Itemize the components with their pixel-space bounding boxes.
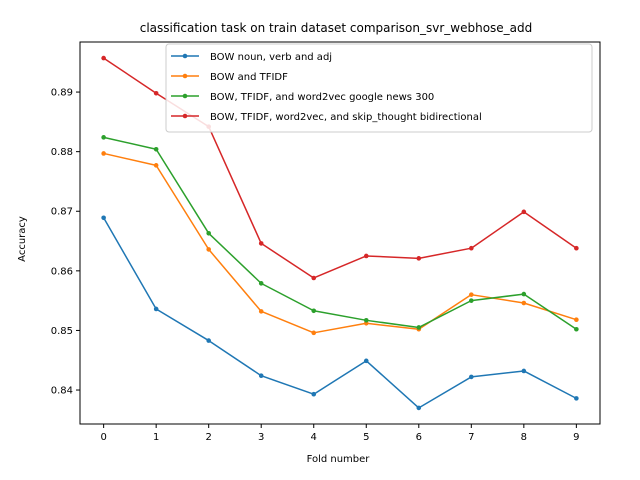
y-axis: 0.84 0.85 0.86 0.87 0.88 0.89 [51,88,80,397]
data-point [153,306,159,312]
data-point [416,405,422,411]
data-point [363,253,369,259]
x-tick-label: 4 [311,432,317,443]
data-point [153,163,159,168]
data-point [206,338,211,343]
data-point [101,151,106,156]
legend-item: BOW, TFIDF, word2vec, and skip_thought b… [171,112,482,123]
data-point [258,281,264,286]
data-point [574,326,579,332]
data-point [521,291,527,297]
y-axis-label: Accuracy [17,216,28,262]
legend-label: BOW and TFIDF [210,72,288,83]
x-tick-label: 0 [100,432,106,443]
plot-frame [79,41,601,425]
legend-label: BOW, TFIDF, and word2vec google news 300 [210,92,434,103]
data-point [101,215,106,221]
data-point [101,55,106,61]
legend-item: BOW and TFIDF [171,72,288,83]
x-tick-label: 6 [416,432,422,443]
series-layer [101,55,579,411]
x-axis: 0 1 2 3 4 5 6 7 8 9 [100,424,580,443]
data-point [258,373,264,379]
legend-label: BOW, TFIDF, word2vec, and skip_thought b… [210,112,482,123]
legend-item: BOW, TFIDF, and word2vec google news 300 [171,92,434,103]
data-point [574,317,579,323]
data-point [311,275,317,281]
legend-swatch-marker [182,93,188,99]
data-point [521,209,527,215]
data-point [153,146,159,152]
legend-label: BOW noun, verb and adj [210,52,332,63]
series-3-line [103,136,577,330]
legend-item: BOW noun, verb and adj [171,52,332,63]
series-2-line [103,152,577,334]
data-point [311,308,317,314]
plot-area [79,41,601,425]
data-point [469,292,474,297]
y-tick-label: 0.87 [51,207,73,218]
y-tick-label: 0.84 [51,386,73,397]
data-point [258,241,264,246]
series-3 [101,135,579,332]
data-point [206,247,211,252]
data-point [521,368,527,374]
data-point [258,309,264,314]
data-point [311,391,317,397]
chart-title: classification task on train dataset com… [140,21,533,35]
data-point [574,245,579,251]
data-point [469,298,474,303]
data-point [363,318,369,323]
x-tick-label: 8 [521,432,527,443]
data-point [416,256,422,261]
data-point [469,245,474,251]
data-point [363,358,369,364]
data-point [311,330,317,336]
data-point [574,396,579,401]
x-tick-label: 7 [468,432,474,443]
x-tick-label: 2 [205,432,211,443]
y-tick-label: 0.85 [51,326,73,337]
x-tick-label: 9 [573,432,579,443]
y-tick-label: 0.89 [51,88,73,99]
data-point [521,300,527,306]
data-point [153,90,159,96]
series-1-line [102,217,577,409]
x-axis-label: Fold number [307,454,371,465]
y-tick-label: 0.88 [51,147,73,158]
x-tick-label: 3 [258,432,264,443]
data-point [206,230,211,236]
data-point [101,135,106,140]
x-tick-label: 1 [153,432,159,443]
legend-swatch-marker [182,73,188,79]
series-2 [101,151,579,336]
legend-swatch-marker [182,53,188,59]
legend-box [165,43,593,133]
data-point [469,374,474,380]
series-1 [101,215,579,411]
legend-swatch-marker [182,113,188,119]
y-tick-label: 0.86 [51,266,73,277]
x-tick-label: 5 [363,432,369,443]
data-point [416,325,422,330]
legend: BOW noun, verb and adj BOW and TFIDF BOW, … [165,43,593,133]
